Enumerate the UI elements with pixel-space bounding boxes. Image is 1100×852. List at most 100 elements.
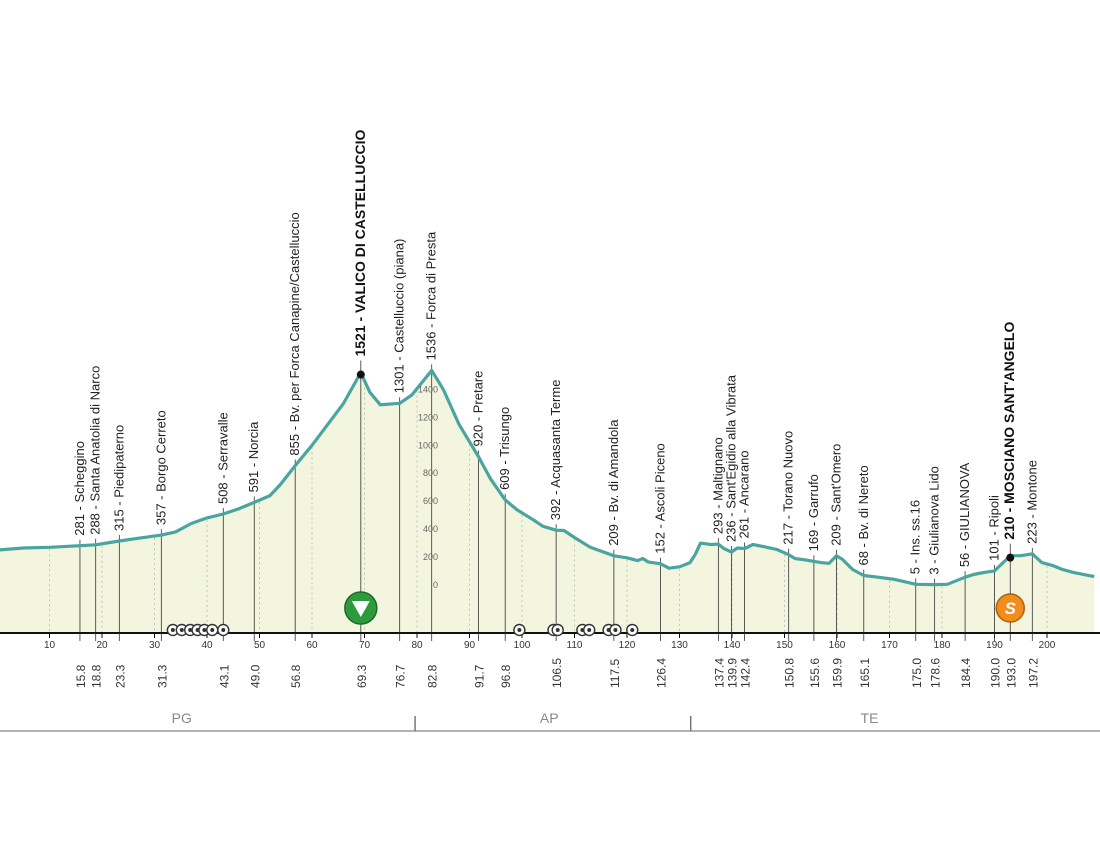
place-label: 3 - Giulianova Lido (927, 466, 942, 574)
place-label: 293 - Maltignano (710, 437, 725, 534)
place-km-label: 150.8 (783, 658, 797, 688)
place-km-label: 106.5 (550, 658, 564, 688)
place-label: 56 - GIULIANOVA (957, 462, 972, 567)
km-tick-label: 60 (306, 640, 318, 651)
place-km-label: 126.4 (655, 658, 669, 688)
profile-line-layer (0, 368, 1095, 587)
place-km-label: 15.8 (74, 664, 88, 688)
altitude-scale-layer: 0 200 400 600 800 1000 1200 1400 (418, 384, 438, 590)
place-label: 261 - Ancarano (737, 450, 752, 538)
place-label: 288 - Santa Anatolia di Narco (88, 366, 103, 535)
place-label: 1536 - Forca di Presta (424, 231, 439, 360)
altitude-tick-label: 0 (433, 580, 438, 590)
place-label: 392 - Acquasanta Terme (548, 380, 563, 521)
place-km-label: 190.0 (989, 658, 1003, 688)
roundabout-icon (583, 623, 596, 637)
sprint-letter: S (1005, 599, 1017, 618)
province-band: PG AP TE (0, 710, 1100, 732)
roundabout-icon (513, 623, 526, 637)
place-label: 169 - Garrufo (806, 474, 821, 551)
province-label: TE (861, 710, 879, 726)
place-lines-layer (49, 360, 1048, 633)
place-label: 281 - Scheggino (72, 441, 87, 536)
place-label: 1521 - VALICO DI CASTELLUCCIO (352, 130, 368, 357)
km-tick-label: 30 (149, 640, 161, 651)
place-label: 508 - Serravalle (215, 412, 230, 504)
place-label: 920 - Pretare (470, 371, 485, 447)
place-label: 209 - Bv. di Amandola (606, 419, 621, 546)
altitude-tick-label: 600 (423, 496, 438, 506)
place-km-label: 184.4 (959, 658, 973, 688)
province-label: AP (540, 710, 559, 726)
profile-area (0, 370, 1095, 633)
place-km-label: 159.9 (830, 658, 844, 688)
km-tick-label: 190 (986, 640, 1003, 651)
place-km-label: 142.4 (739, 658, 753, 688)
place-km-label: 193.0 (1004, 658, 1018, 688)
place-km-label: 23.3 (113, 664, 127, 688)
km-tick-label: 180 (934, 640, 951, 651)
altitude-tick-label: 200 (423, 552, 438, 562)
place-km-label: 117.5 (608, 659, 622, 688)
roundabout-icon (206, 623, 219, 637)
km-tick-label: 140 (724, 640, 741, 651)
altitude-tick-label: 1400 (418, 384, 438, 394)
km-tick-label: 200 (1039, 640, 1056, 651)
place-km-label: 49.0 (248, 664, 262, 688)
place-label: 210 - MOSCIANO SANT'ANGELO (1001, 322, 1017, 540)
green-triangle-icon (344, 591, 378, 625)
place-km-label: 178.6 (929, 658, 943, 688)
roundabout-icon (217, 623, 230, 637)
km-tick-label: 10 (44, 640, 56, 651)
place-km-label: 139.9 (725, 658, 739, 688)
place-km-layer: 15.8 18.8 23.3 31.3 43.1 49.0 56.8 69.3 76.7 82.8… (74, 633, 1040, 688)
place-label: 236 - Sant'Egidio alla Vibrata (723, 374, 738, 542)
place-label: 217 - Torano Nuovo (781, 431, 796, 545)
place-km-label: 56.8 (289, 664, 303, 688)
place-km-label: 91.7 (472, 664, 486, 688)
altitude-tick-label: 1200 (418, 412, 438, 422)
km-tick-label: 120 (619, 640, 636, 651)
place-label: 357 - Borgo Cerreto (153, 410, 168, 525)
km-tick-label: 100 (514, 640, 531, 651)
province-label: PG (172, 710, 192, 726)
km-tick-label: 90 (464, 640, 476, 651)
roundabout-icon (609, 623, 622, 637)
place-label: 101 - Ripoli (987, 495, 1002, 561)
sprint-icon: S (995, 593, 1025, 623)
place-label: 855 - Bv. per Forca Canapine/Castellucci… (287, 212, 302, 455)
km-tick-label: 130 (671, 640, 688, 651)
summit-dot (356, 370, 365, 379)
place-km-label: 43.1 (217, 664, 231, 688)
place-label: 1301 - Castelluccio (piana) (392, 239, 407, 394)
km-tick-label: 20 (96, 640, 108, 651)
place-label: 591 - Norcia (246, 421, 261, 493)
place-km-label: 82.8 (426, 664, 440, 688)
place-label: 152 - Ascoli Piceno (653, 443, 668, 554)
place-km-label: 137.4 (712, 658, 726, 688)
place-label: 68 - Bv. di Nereto (856, 465, 871, 565)
altitude-tick-label: 400 (423, 524, 438, 534)
place-km-label: 165.1 (858, 658, 872, 688)
roundabout-icon (551, 623, 564, 637)
km-tick-label: 160 (829, 640, 846, 651)
place-km-label: 31.3 (155, 664, 169, 688)
place-km-label: 18.8 (90, 664, 104, 688)
place-km-label: 69.3 (355, 664, 369, 688)
place-label: 609 - Trisungo (497, 407, 512, 490)
summit-dot (1006, 553, 1015, 562)
km-tick-label: 110 (567, 640, 583, 651)
place-label: 315 - Piedipaterno (111, 425, 126, 531)
marker-icons-layer: S (166, 591, 1025, 637)
place-label: 223 - Montone (1024, 460, 1039, 544)
place-label: 209 - Sant'Omero (828, 444, 843, 546)
km-tick-label: 150 (776, 640, 793, 651)
place-km-label: 96.8 (499, 664, 513, 688)
km-tick-label: 170 (881, 640, 898, 651)
km-tick-label: 50 (254, 640, 266, 651)
profile-line (0, 368, 1095, 587)
place-km-label: 155.6 (808, 658, 822, 688)
place-label: 5 - Ins. ss.16 (908, 500, 923, 574)
altitude-tick-label: 800 (423, 468, 438, 478)
place-km-label: 175.0 (910, 658, 924, 688)
